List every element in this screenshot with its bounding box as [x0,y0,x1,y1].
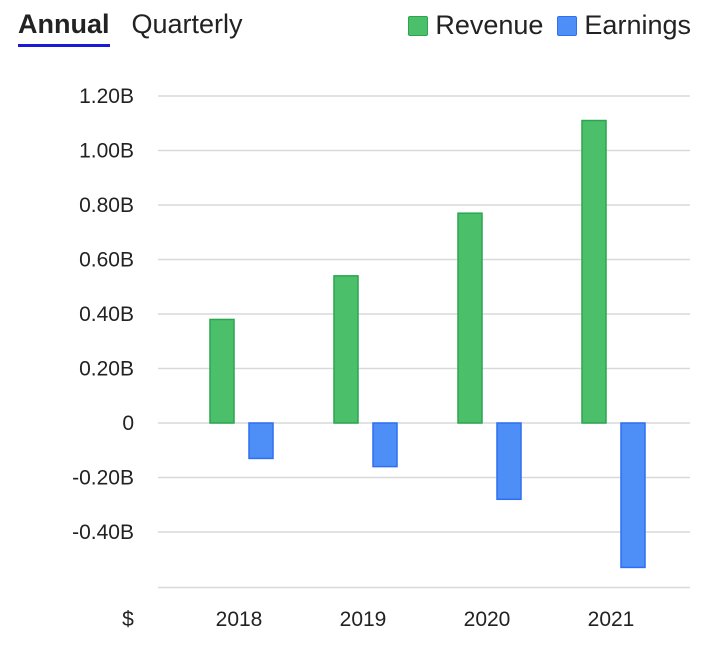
unit-label: $ [122,608,134,631]
y-tick-label: -0.40B [72,521,134,544]
revenue-swatch-icon [408,15,429,36]
revenue-bar-2021[interactable] [581,119,607,424]
earnings-bar-2018[interactable] [248,422,274,460]
earnings-bar-2021[interactable] [620,422,646,569]
earnings-bar-2020[interactable] [496,422,522,501]
y-tick-label: 0.40B [79,303,134,326]
legend-item-earnings[interactable]: Earnings [557,10,691,41]
y-tick-label: -0.20B [72,467,134,490]
revenue-bar-2019[interactable] [333,275,359,424]
y-tick-label: 0.20B [79,358,134,381]
earnings-bar-2019[interactable] [372,422,398,468]
x-tick-label: 2020 [464,608,511,631]
tab-quarterly[interactable]: Quarterly [131,9,243,39]
legend-label-earnings: Earnings [584,10,691,40]
x-tick-label: 2021 [588,608,635,631]
x-tick-label: 2019 [340,608,387,631]
tab-annual[interactable]: Annual [18,8,110,47]
y-tick-label: 0 [122,412,134,435]
chart-legend: Revenue Earnings [408,10,691,41]
revenue-bar-2018[interactable] [209,318,235,424]
y-tick-label: 1.00B [79,140,134,163]
y-tick-label: 0.80B [79,194,134,217]
y-tick-label: 1.20B [79,85,134,108]
legend-label-revenue: Revenue [435,10,544,40]
period-tabs: Annual Quarterly [18,8,243,47]
legend-item-revenue[interactable]: Revenue [408,10,543,41]
y-tick-label: 0.60B [79,249,134,272]
earnings-swatch-icon [557,15,578,36]
revenue-bar-2020[interactable] [457,212,483,424]
x-tick-label: 2018 [216,608,263,631]
